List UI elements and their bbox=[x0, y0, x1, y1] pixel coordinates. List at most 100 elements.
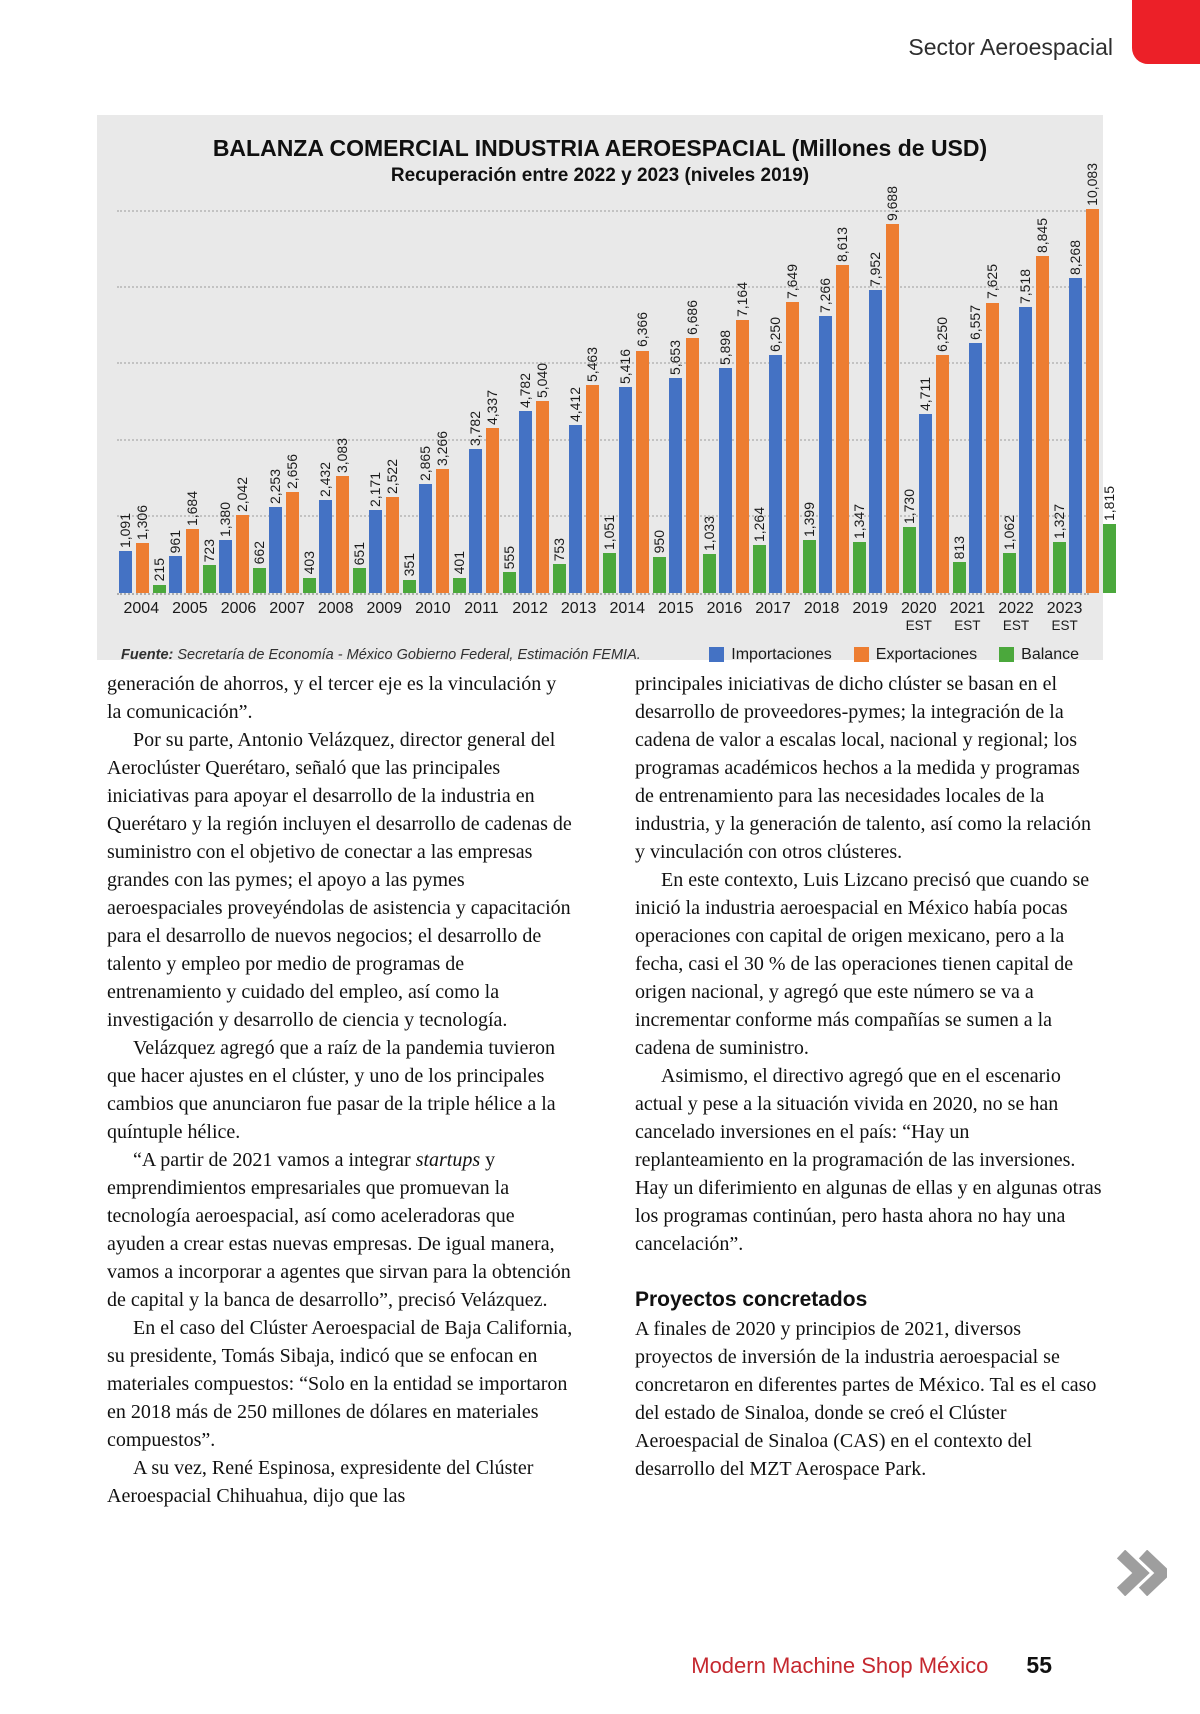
bar-balance-2007 bbox=[302, 577, 316, 593]
bar-column: 723 bbox=[201, 539, 217, 593]
bar-value-label: 6,686 bbox=[684, 300, 700, 336]
bar-column: 401 bbox=[451, 551, 467, 593]
bar-column: 9,688 bbox=[884, 186, 900, 593]
bar-value-label: 7,625 bbox=[984, 264, 1000, 300]
bar-value-label: 651 bbox=[351, 541, 367, 566]
bar-value-label: 4,711 bbox=[917, 376, 933, 411]
bar-column: 1,684 bbox=[184, 491, 200, 593]
bar-value-label: 1,730 bbox=[901, 489, 917, 525]
bar-value-label: 1,062 bbox=[1001, 514, 1017, 550]
bar-column: 1,306 bbox=[134, 505, 150, 593]
bar-column: 1,091 bbox=[117, 513, 133, 593]
body-text: A su vez, René Espinosa, expresidente de… bbox=[107, 1457, 534, 1507]
bar-value-label: 2,171 bbox=[367, 472, 383, 508]
x-tick-2015: 2015 bbox=[652, 600, 701, 634]
bar-value-label: 4,412 bbox=[567, 386, 583, 422]
x-tick-2019: 2019 bbox=[846, 600, 895, 634]
bar-column: 403 bbox=[301, 551, 317, 593]
bar-exportaciones-2004 bbox=[135, 543, 149, 593]
x-tick-est: EST bbox=[1002, 618, 1030, 634]
bar-column: 5,898 bbox=[717, 330, 733, 593]
bar-balance-2022 bbox=[1052, 542, 1066, 593]
bar-column: 2,865 bbox=[417, 446, 433, 593]
bar-importaciones-2014 bbox=[618, 386, 632, 593]
x-tick-2010: 2010 bbox=[409, 600, 458, 634]
bar-column: 10,083 bbox=[1084, 163, 1100, 593]
bar-value-label: 723 bbox=[201, 539, 217, 563]
legend-label: Balance bbox=[1021, 645, 1079, 663]
gridline-4000 bbox=[117, 438, 1089, 441]
bar-group-2014: 5,416 6,366 950 bbox=[617, 193, 667, 593]
bar-exportaciones-2010 bbox=[435, 468, 449, 593]
bar-group-2005: 961 1,684 723 bbox=[167, 193, 217, 593]
article-paragraph: Velázquez agregó que a raíz de la pandem… bbox=[107, 1034, 575, 1146]
bar-column: 662 bbox=[251, 541, 267, 593]
body-text: y emprendimientos empresariales que prom… bbox=[107, 1149, 571, 1311]
chart-plot-area: 1,091 1,306 215 961 1,684 723 1,380 2,042 662 2,2… bbox=[117, 163, 1117, 593]
bar-column: 6,250 bbox=[934, 317, 950, 593]
x-tick-year: 2012 bbox=[512, 600, 548, 617]
bar-importaciones-2010 bbox=[418, 483, 432, 593]
body-text: En el caso del Clúster Aeroespacial de B… bbox=[107, 1317, 573, 1451]
article-column-right: principales iniciativas de dicho clúster… bbox=[635, 670, 1103, 1510]
article-paragraph: En este contexto, Luis Lizcano precisó q… bbox=[635, 866, 1103, 1062]
bar-column: 8,268 bbox=[1067, 240, 1083, 593]
bar-column: 4,337 bbox=[484, 390, 500, 593]
bar-column: 2,253 bbox=[267, 469, 283, 593]
bar-balance-2017 bbox=[802, 539, 816, 593]
bar-value-label: 1,380 bbox=[217, 502, 233, 538]
bar-value-label: 8,268 bbox=[1067, 239, 1083, 276]
bar-importaciones-2009 bbox=[368, 510, 382, 593]
x-tick-year: 2010 bbox=[415, 600, 451, 617]
bar-column: 1,264 bbox=[751, 507, 767, 593]
bar-balance-2023 bbox=[1102, 523, 1116, 593]
x-tick-year: 2009 bbox=[366, 600, 403, 617]
bar-value-label: 5,040 bbox=[534, 362, 550, 398]
bar-value-label: 1,306 bbox=[134, 505, 150, 541]
bar-value-label: 5,463 bbox=[584, 346, 600, 382]
bar-value-label: 961 bbox=[167, 530, 183, 554]
gridline-6000 bbox=[117, 362, 1089, 365]
bar-value-label: 2,432 bbox=[317, 462, 333, 498]
bar-column: 4,782 bbox=[517, 373, 533, 593]
bar-value-label: 662 bbox=[251, 541, 267, 565]
bar-column: 753 bbox=[551, 538, 567, 593]
x-tick-est: EST bbox=[954, 618, 981, 634]
bar-column: 1,399 bbox=[801, 502, 817, 593]
bar-value-label: 1,051 bbox=[601, 514, 617, 550]
bar-exportaciones-2018 bbox=[835, 264, 849, 593]
bar-column: 651 bbox=[351, 542, 367, 593]
x-tick-year: 2011 bbox=[464, 600, 499, 617]
bar-exportaciones-2007 bbox=[285, 491, 299, 593]
corner-tab bbox=[1132, 0, 1200, 64]
bar-column: 5,463 bbox=[584, 347, 600, 593]
x-tick-est: EST bbox=[905, 618, 932, 634]
bar-exportaciones-2013 bbox=[585, 384, 599, 593]
bar-balance-2018 bbox=[852, 541, 866, 593]
article-paragraph: Asimismo, el directivo agregó que en el … bbox=[635, 1062, 1103, 1258]
bar-exportaciones-2016 bbox=[735, 320, 749, 593]
bar-importaciones-2012 bbox=[518, 410, 532, 593]
italic-text: startups bbox=[415, 1149, 481, 1171]
bar-group-2022: 7,518 8,845 1,327 bbox=[1017, 193, 1067, 593]
bar-value-label: 10,083 bbox=[1084, 163, 1100, 206]
bar-importaciones-2021 bbox=[968, 343, 982, 593]
bar-value-label: 215 bbox=[151, 558, 167, 582]
x-tick-year: 2022 bbox=[998, 600, 1034, 617]
bar-column: 1,380 bbox=[217, 502, 233, 593]
legend-item-exportaciones: Exportaciones bbox=[853, 646, 977, 664]
bar-group-2007: 2,253 2,656 403 bbox=[267, 193, 317, 593]
bar-value-label: 5,653 bbox=[667, 339, 683, 375]
bar-value-label: 3,782 bbox=[467, 410, 483, 446]
chart-title: BALANZA COMERCIAL INDUSTRIA AEROESPACIAL… bbox=[212, 135, 988, 161]
bar-importaciones-2013 bbox=[568, 424, 582, 593]
bar-exportaciones-2023 bbox=[1085, 208, 1099, 593]
bar-value-label: 7,952 bbox=[867, 252, 883, 288]
bar-group-2015: 5,653 6,686 1,033 bbox=[667, 193, 717, 593]
bar-group-2018: 7,266 8,613 1,347 bbox=[817, 193, 867, 593]
bar-exportaciones-2014 bbox=[635, 350, 649, 593]
article-paragraph: principales iniciativas de dicho clúster… bbox=[635, 670, 1103, 866]
bar-column: 7,518 bbox=[1017, 269, 1033, 593]
body-text: Velázquez agregó que a raíz de la pandem… bbox=[107, 1037, 556, 1143]
